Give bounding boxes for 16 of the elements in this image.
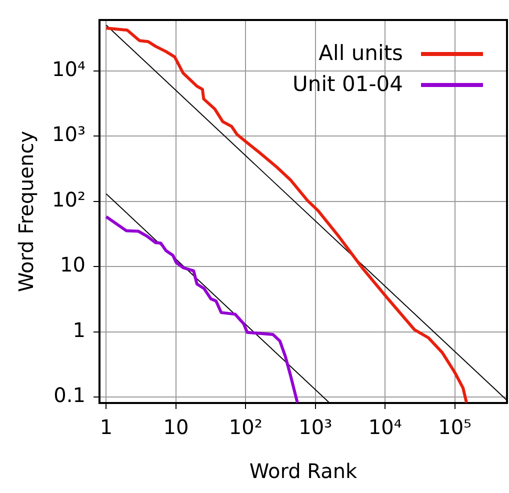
y-tick-label: 10³ (52, 122, 86, 146)
x-tick-label: 10⁴ (368, 415, 402, 440)
x-tick-label: 1 (100, 415, 113, 440)
legend-label: Unit 01-04 (292, 71, 403, 98)
x-tick-label: 10⁵ (438, 415, 472, 440)
x-tick-label: 10 (163, 415, 189, 440)
y-tick-label: 10 (60, 252, 86, 277)
y-tick-label: 10⁴ (52, 56, 86, 81)
y-tick-label: 10² (52, 187, 86, 212)
y-axis-title: Word Frequency (14, 130, 38, 292)
y-tick-label: 0.1 (54, 383, 86, 408)
x-tick-label: 10² (228, 415, 262, 440)
legend-label: All units (318, 40, 403, 67)
x-axis-title: Word Rank (249, 459, 358, 484)
x-tick-label: 10³ (298, 415, 332, 440)
y-tick-label: 1 (72, 318, 86, 342)
